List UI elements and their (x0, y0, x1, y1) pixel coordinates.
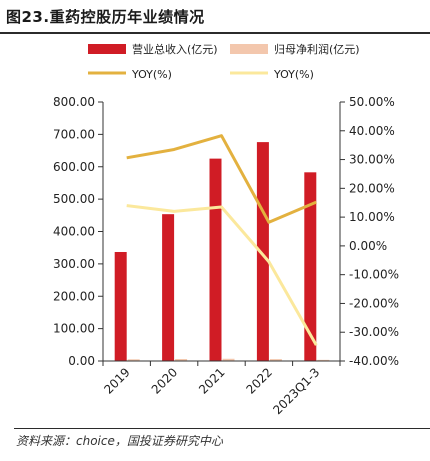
left-tick-label: 200.00 (53, 289, 95, 303)
left-tick-label: 600.00 (53, 160, 95, 174)
legend: 营业总收入(亿元) 归母净利润(亿元) YOY(%) YOY(%) (88, 42, 360, 81)
revenue-bar (256, 142, 269, 361)
x-tick-label: 2019 (101, 365, 132, 396)
source-note: 资料来源：choice，国投证券研究中心 (16, 434, 223, 448)
left-tick-label: 100.00 (53, 322, 95, 336)
left-tick-label: 800.00 (53, 95, 95, 109)
right-tick-label: 50.00% (349, 95, 395, 109)
source-divider (14, 428, 430, 429)
x-tick-label: 2021 (196, 365, 227, 396)
right-axis: -40.00% -30.00% -20.00% -10.00% 0.00% 10.00% 2… (339, 95, 399, 368)
lines (126, 134, 318, 346)
right-tick-label: -40.00% (349, 354, 399, 368)
legend-swatch-1 (230, 44, 268, 54)
left-axis: 0.00 100.00 200.00 300.00 400.00 500.00 600.00… (53, 95, 104, 368)
bars (114, 142, 330, 361)
legend-label-0: 营业总收入(亿元) (132, 42, 218, 56)
left-tick-label: 500.00 (53, 192, 95, 206)
right-tick-label: 40.00% (349, 124, 395, 138)
net-profit-bar (269, 359, 282, 361)
legend-label-2: YOY(%) (131, 68, 172, 81)
right-tick-label: 20.00% (349, 181, 395, 195)
right-tick-label: 10.00% (349, 210, 395, 224)
left-tick-label: 700.00 (53, 127, 95, 141)
legend-swatch-0 (88, 44, 126, 54)
title-divider (0, 32, 430, 34)
net-profit-bar (317, 359, 330, 361)
left-tick-label: 0.00 (68, 354, 95, 368)
legend-label-3: YOY(%) (273, 68, 314, 81)
left-tick-label: 400.00 (53, 225, 95, 239)
legend-label-1: 归母净利润(亿元) (274, 42, 360, 56)
right-tick-label: -20.00% (349, 296, 399, 310)
chart-title: 图23.重药控股历年业绩情况 (6, 8, 205, 26)
right-tick-label: 0.00% (349, 239, 387, 253)
revenue-bar (209, 158, 222, 361)
revenue-bar (304, 172, 317, 361)
right-tick-label: -30.00% (349, 325, 399, 339)
net-profit-bar (127, 359, 140, 361)
yoy-revenue-line (126, 134, 317, 224)
x-tick-label: 2022 (244, 365, 275, 396)
right-tick-label: 30.00% (349, 153, 395, 167)
x-tick-label: 2020 (149, 365, 180, 396)
revenue-bar (114, 251, 127, 361)
revenue-bar (162, 214, 175, 361)
right-tick-label: -10.00% (349, 268, 399, 282)
yoy-profit-line (126, 204, 318, 346)
net-profit-bar (222, 358, 235, 361)
net-profit-bar (175, 359, 188, 361)
left-tick-label: 300.00 (53, 257, 95, 271)
x-tick-label: 2023Q1-3 (270, 365, 322, 417)
